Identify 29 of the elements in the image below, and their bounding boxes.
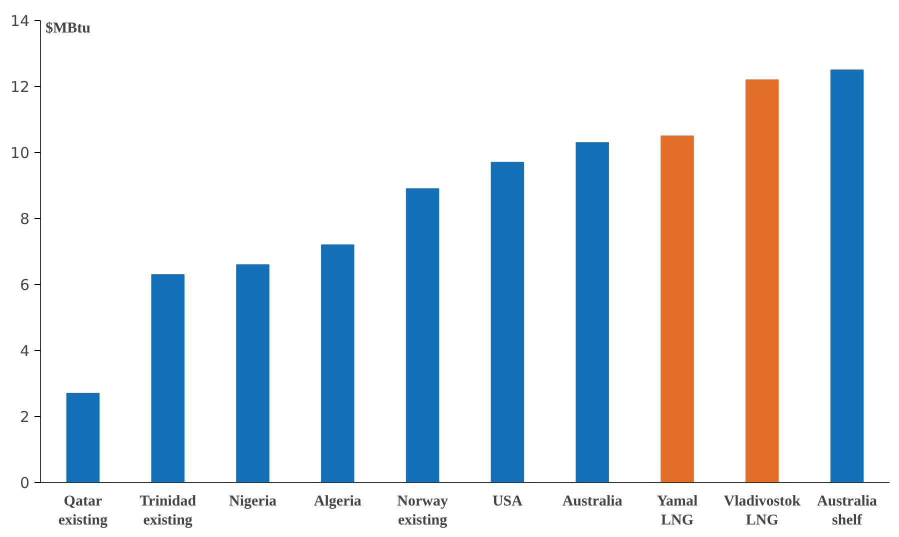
x-tick-label: Australia shelf xyxy=(817,494,878,529)
y-tick-label: 8 xyxy=(20,210,30,228)
bar xyxy=(321,244,354,482)
bar xyxy=(236,264,270,482)
y-axis-title: $MBtu xyxy=(46,20,90,36)
bar xyxy=(830,70,864,482)
y-tick-label: 10 xyxy=(10,144,30,162)
x-tick-label: Algeria xyxy=(314,494,362,510)
y-tick-label: 0 xyxy=(20,474,30,492)
x-tick-label: USA xyxy=(492,494,523,510)
x-tick-label: Australia xyxy=(562,494,623,510)
y-tick-label: 6 xyxy=(20,276,30,294)
bar xyxy=(576,142,609,482)
x-tick-label: Nigeria xyxy=(229,494,277,510)
bar xyxy=(490,162,524,482)
bar xyxy=(406,188,440,482)
y-tick-label: 4 xyxy=(20,342,30,360)
x-tick-label: Yamal LNG xyxy=(656,494,698,529)
y-tick-label: 2 xyxy=(20,408,30,426)
y-tick-label: 14 xyxy=(10,12,30,30)
x-tick-label: Vladivostok LNG xyxy=(724,494,802,529)
bar xyxy=(66,392,100,482)
x-tick-label: Qatar existing xyxy=(58,494,108,529)
x-tick-label: Trinidad existing xyxy=(140,494,197,529)
bar xyxy=(660,136,694,482)
x-tick-label: Norway existing xyxy=(397,494,448,529)
bar xyxy=(151,274,184,482)
y-tick-label: 12 xyxy=(10,78,30,96)
bar xyxy=(746,79,779,482)
